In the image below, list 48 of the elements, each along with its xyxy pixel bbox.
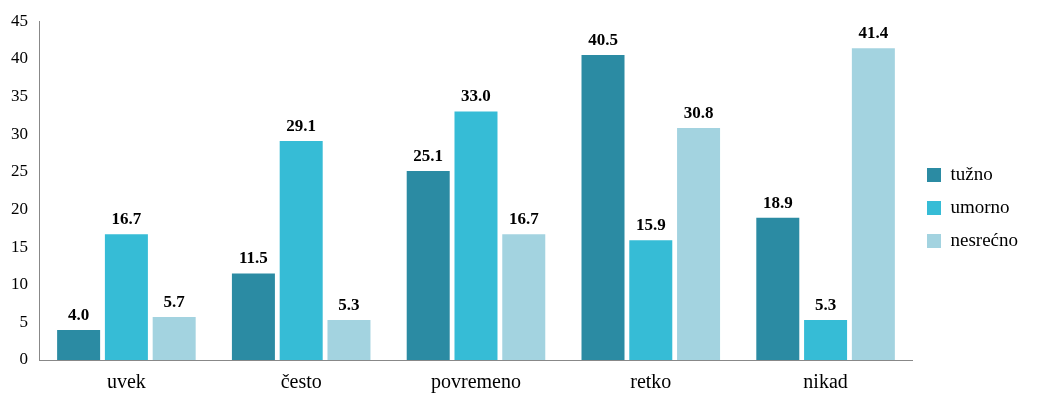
x-tick-label: nikad bbox=[803, 370, 848, 393]
y-tick-label: 0 bbox=[19, 349, 28, 369]
data-label: 5.3 bbox=[814, 294, 837, 314]
x-tick-label: povremeno bbox=[431, 370, 521, 394]
data-label: 11.5 bbox=[239, 248, 268, 268]
data-label: 16.7 bbox=[111, 209, 142, 229]
bar bbox=[454, 111, 498, 360]
legend-label: umorno bbox=[950, 195, 1010, 217]
bar bbox=[677, 128, 721, 360]
x-tick-label: uvek bbox=[106, 370, 146, 393]
bar bbox=[502, 234, 546, 360]
bar bbox=[851, 48, 895, 360]
data-label: 5.7 bbox=[163, 291, 186, 311]
bar bbox=[581, 55, 625, 360]
y-tick-label: 25 bbox=[11, 161, 28, 181]
bar bbox=[104, 234, 148, 360]
legend-label: tužno bbox=[950, 162, 993, 184]
data-label: 25.1 bbox=[413, 145, 444, 165]
data-label: 15.9 bbox=[635, 215, 666, 235]
bar bbox=[231, 273, 275, 360]
y-tick-label: 20 bbox=[11, 198, 28, 218]
data-label: 33.0 bbox=[461, 86, 491, 106]
bar bbox=[279, 140, 323, 360]
bar bbox=[756, 217, 800, 360]
data-label: 40.5 bbox=[588, 29, 618, 49]
data-label: 41.4 bbox=[858, 23, 889, 43]
data-label: 30.8 bbox=[683, 103, 714, 122]
x-tick-label: retko bbox=[630, 370, 672, 393]
data-label: 18.9 bbox=[762, 192, 793, 212]
y-tick-label: 15 bbox=[11, 236, 28, 256]
y-tick-label: 10 bbox=[11, 274, 28, 294]
data-label: 5.3 bbox=[338, 294, 360, 314]
bar bbox=[327, 320, 371, 360]
bar bbox=[629, 240, 673, 360]
bar bbox=[804, 320, 848, 360]
legend-label: nesrećno bbox=[950, 228, 1019, 250]
y-tick-label: 30 bbox=[11, 123, 28, 143]
data-label: 29.1 bbox=[286, 115, 317, 135]
x-tick-label: često bbox=[280, 370, 322, 393]
bar bbox=[57, 329, 101, 360]
data-label: 4.0 bbox=[68, 304, 90, 324]
y-tick-label: 40 bbox=[11, 48, 28, 68]
data-label: 16.7 bbox=[508, 209, 540, 229]
y-tick-label: 5 bbox=[19, 311, 28, 331]
bar bbox=[152, 317, 196, 360]
y-tick-label: 35 bbox=[11, 85, 28, 105]
bar bbox=[406, 171, 450, 360]
y-tick-label: 45 bbox=[11, 10, 28, 30]
